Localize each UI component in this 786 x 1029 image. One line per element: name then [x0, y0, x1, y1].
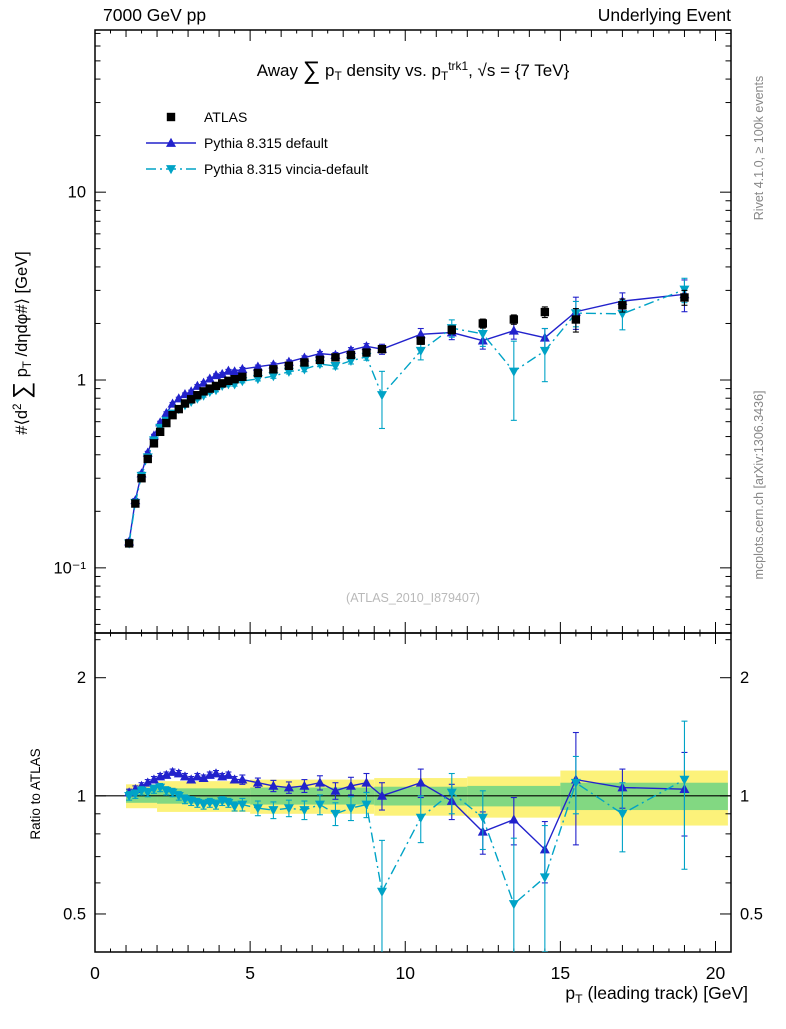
main-panel-frame — [94, 29, 732, 634]
mcplots-credit-label: mcplots.cern.ch [arXiv:1306.3436] — [752, 391, 766, 580]
y-axis-title: #⟨d2 ∑ pT /dηdφ#⟩ [GeV] — [9, 251, 36, 434]
ratio-tick-label-right: 2 — [740, 669, 749, 687]
x-tick-label: 15 — [551, 963, 570, 983]
ratio-tick-label-left: 2 — [77, 669, 86, 687]
y-tick-label: 10 — [68, 184, 86, 202]
ratio-panel-frame — [94, 632, 732, 953]
legend-label-2: Pythia 8.315 vincia-default — [204, 161, 368, 177]
ratio-uncertainty-bands — [126, 770, 728, 826]
plot-title: Away ∑ pT density vs. pTtrk1, √s = {7 Te… — [257, 58, 570, 85]
main-series-pythia-vincia — [124, 277, 690, 549]
ratio-axis-title: Ratio to ATLAS — [28, 748, 43, 839]
legend: ATLAS Pythia 8.315 default Pythia 8.315 vi… — [146, 109, 368, 177]
beam-energy-label: 7000 GeV pp — [103, 5, 206, 25]
x-tick-label: 10 — [396, 963, 416, 983]
x-tick-label: 0 — [90, 963, 100, 983]
x-axis-title: pT (leading track) [GeV] — [565, 983, 748, 1006]
ratio-tick-label-right: 0.5 — [740, 905, 763, 923]
ratio-tick-label-right: 1 — [740, 787, 749, 805]
legend-label-1: Pythia 8.315 default — [204, 135, 328, 151]
y-tick-label: 10⁻¹ — [53, 559, 86, 577]
analysis-group-label: Underlying Event — [598, 5, 731, 25]
ratio-tick-label-left: 1 — [77, 787, 86, 805]
ratio-tick-label-left: 0.5 — [63, 905, 86, 923]
x-tick-label: 5 — [245, 963, 255, 983]
chart-generated-layer: 0 5 10 15 20 10 1 10⁻¹ 2 2 1 1 0.5 0.5 ATLAS Pythia 8.3… — [53, 29, 763, 983]
y-tick-label: 1 — [77, 372, 86, 390]
main-series-atlas — [124, 289, 689, 548]
analysis-id-watermark: (ATLAS_2010_I879407) — [346, 591, 480, 605]
main-series-pythia-default — [124, 279, 690, 546]
ratio-series-pythia-vincia — [124, 720, 690, 952]
rivet-version-label: Rivet 4.1.0, ≥ 100k events — [752, 76, 766, 220]
tick-labels: 0 5 10 15 20 10 1 10⁻¹ 2 2 1 1 0.5 0.5 — [53, 184, 763, 983]
legend-label-0: ATLAS — [204, 109, 247, 125]
x-tick-label: 20 — [706, 963, 726, 983]
